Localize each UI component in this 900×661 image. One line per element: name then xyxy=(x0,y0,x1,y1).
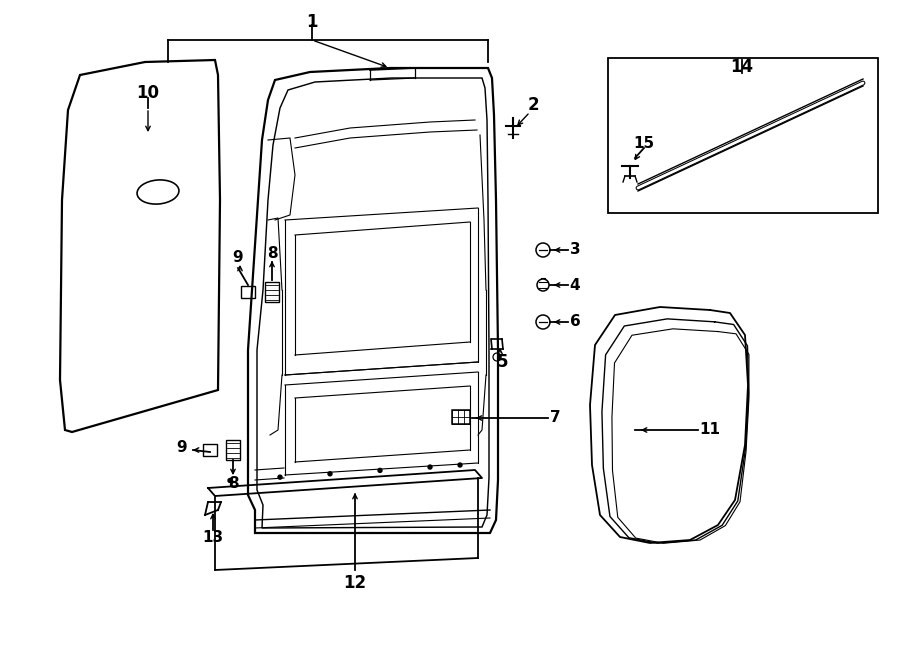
Bar xyxy=(203,444,217,456)
Circle shape xyxy=(278,475,282,479)
Text: 14: 14 xyxy=(731,58,753,76)
Text: 10: 10 xyxy=(137,84,159,102)
Bar xyxy=(241,286,255,298)
Text: 12: 12 xyxy=(344,574,366,592)
Text: 15: 15 xyxy=(634,137,654,151)
Text: 4: 4 xyxy=(570,278,580,293)
Text: 6: 6 xyxy=(570,315,580,329)
Circle shape xyxy=(458,463,462,467)
Text: 8: 8 xyxy=(228,477,238,492)
Bar xyxy=(226,440,240,460)
Bar xyxy=(608,58,878,213)
Bar xyxy=(265,282,279,302)
Bar xyxy=(452,410,470,424)
Text: 13: 13 xyxy=(202,529,223,545)
Text: 9: 9 xyxy=(233,249,243,264)
Text: 9: 9 xyxy=(176,440,187,455)
Text: 1: 1 xyxy=(306,13,318,31)
Circle shape xyxy=(428,465,432,469)
Text: 3: 3 xyxy=(570,243,580,258)
Text: 2: 2 xyxy=(527,96,539,114)
Text: 5: 5 xyxy=(496,353,508,371)
Circle shape xyxy=(378,469,382,473)
Text: 8: 8 xyxy=(266,245,277,260)
Circle shape xyxy=(328,472,332,476)
Circle shape xyxy=(228,479,232,483)
Text: 11: 11 xyxy=(699,422,721,438)
Text: 7: 7 xyxy=(550,410,561,426)
